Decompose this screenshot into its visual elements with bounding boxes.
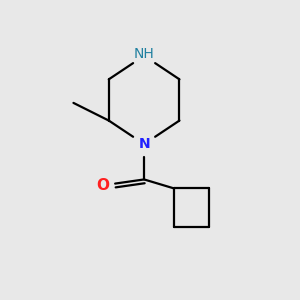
Text: N: N: [138, 137, 150, 151]
Text: O: O: [96, 178, 110, 193]
Text: NH: NH: [134, 47, 154, 61]
